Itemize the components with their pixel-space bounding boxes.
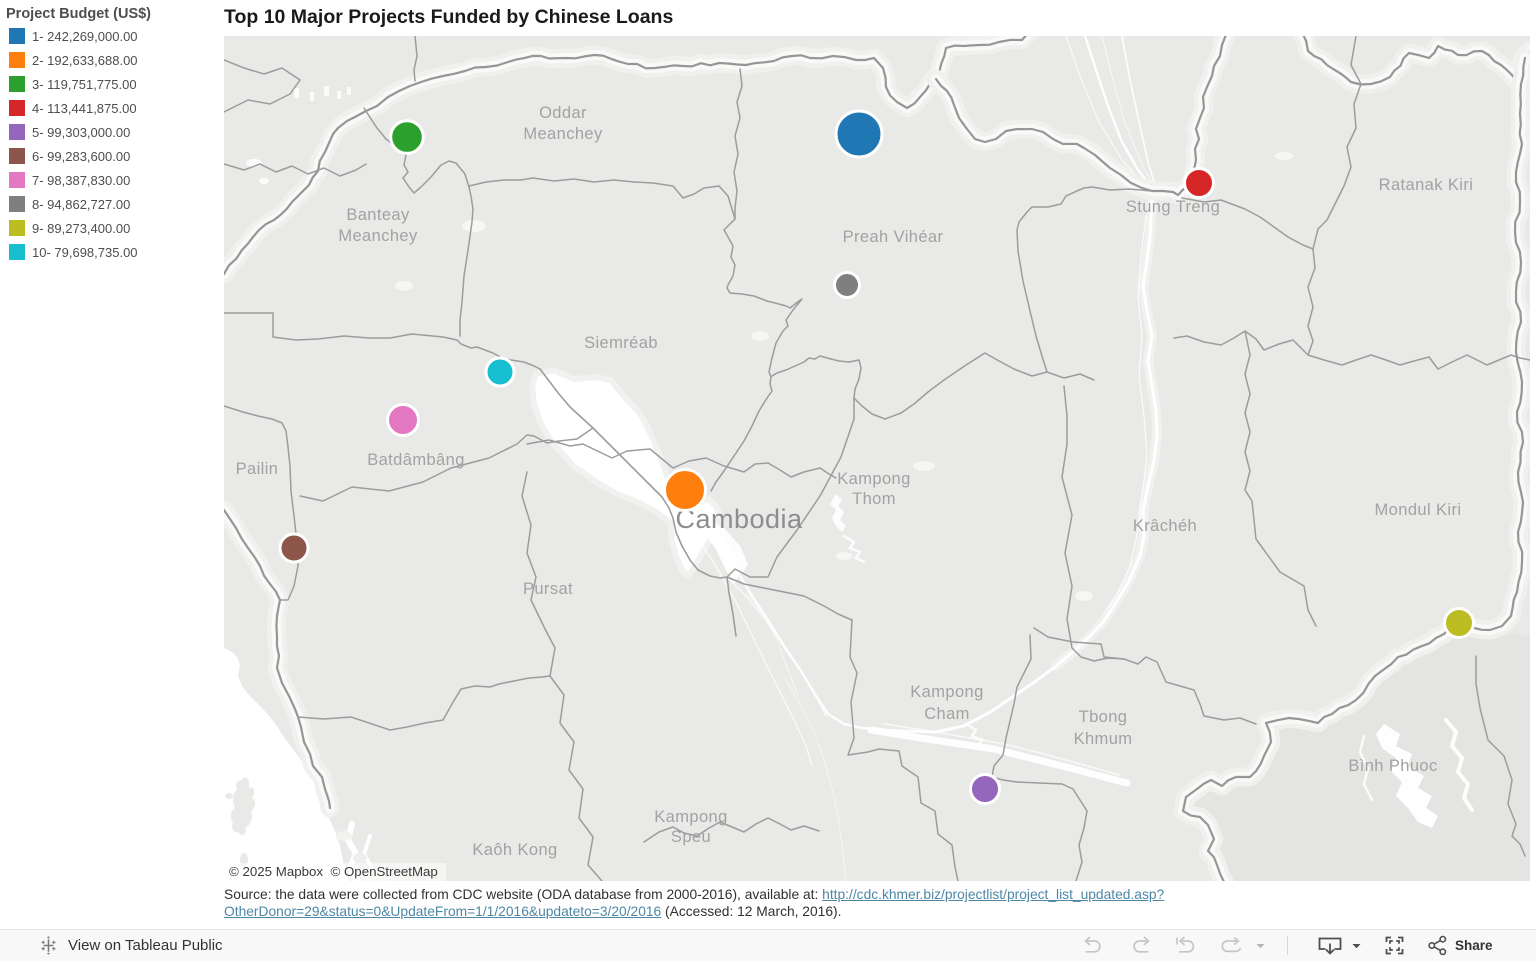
- svg-text:Kaôh Kong: Kaôh Kong: [472, 841, 557, 859]
- svg-text:Cham: Cham: [924, 705, 970, 723]
- svg-text:Kampong: Kampong: [910, 683, 983, 701]
- svg-text:Batdâmbâng: Batdâmbâng: [367, 451, 465, 469]
- svg-text:Meanchey: Meanchey: [523, 125, 603, 143]
- svg-text:Kampong: Kampong: [837, 470, 910, 488]
- svg-text:Cambodia: Cambodia: [675, 504, 803, 534]
- svg-text:Preah Vihéar: Preah Vihéar: [843, 228, 944, 246]
- svg-text:Krâchéh: Krâchéh: [1133, 517, 1197, 535]
- svg-text:Meanchey: Meanchey: [338, 227, 418, 245]
- svg-text:Bình Phuoc: Bình Phuoc: [1348, 757, 1437, 775]
- svg-text:Pailin: Pailin: [236, 460, 279, 478]
- svg-text:Mondul Kiri: Mondul Kiri: [1375, 501, 1462, 519]
- svg-text:Kampong: Kampong: [654, 808, 727, 826]
- svg-text:Banteay: Banteay: [346, 206, 410, 224]
- svg-text:Stung Treng: Stung Treng: [1126, 198, 1220, 216]
- svg-text:Siemréab: Siemréab: [584, 334, 658, 352]
- svg-text:Pursat: Pursat: [523, 580, 573, 598]
- svg-text:Oddar: Oddar: [539, 104, 587, 122]
- svg-text:Khmum: Khmum: [1074, 730, 1133, 748]
- svg-text:Speu: Speu: [671, 828, 711, 846]
- svg-text:Thom: Thom: [852, 490, 896, 508]
- svg-text:Tbong: Tbong: [1079, 708, 1128, 726]
- svg-text:Ratanak Kiri: Ratanak Kiri: [1379, 176, 1474, 194]
